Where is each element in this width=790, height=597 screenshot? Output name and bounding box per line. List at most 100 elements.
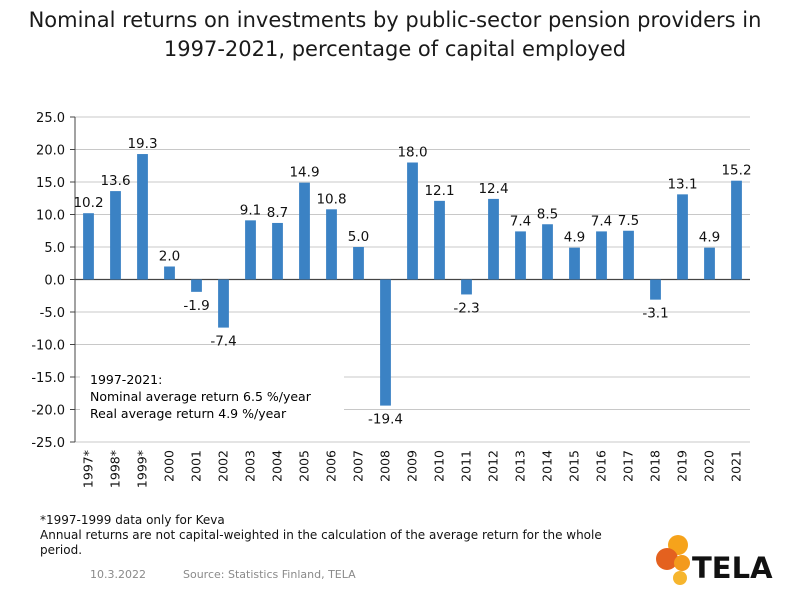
bar xyxy=(137,154,148,280)
data-label: 7.5 xyxy=(618,213,639,229)
data-labels: 10.2 13.6 19.3 2.0 -1.9 -7.4 9.1 8.7 14.9 10.8 5.0… xyxy=(73,136,751,428)
bar xyxy=(218,279,229,328)
x-tick-label: 2007 xyxy=(351,450,366,482)
x-tick-label: 2011 xyxy=(459,450,474,482)
bar xyxy=(407,162,418,280)
data-label: 19.3 xyxy=(127,136,157,152)
data-label: 8.7 xyxy=(267,205,288,221)
annotation-line-3: Real average return 4.9 %/year xyxy=(90,406,287,421)
data-label: 4.9 xyxy=(699,230,720,246)
x-axis-tick-labels: 1997* 1998* 1999* 2000 2001 2002 2003 2004 2005 2… xyxy=(81,450,744,488)
x-tick-label: 2003 xyxy=(243,450,258,482)
bar xyxy=(326,209,337,280)
y-tick-label: -20.0 xyxy=(31,404,65,419)
data-label: 15.2 xyxy=(721,163,751,179)
bar xyxy=(299,182,310,280)
chart-title-line-1: Nominal returns on investments by public… xyxy=(28,8,762,32)
bar xyxy=(488,198,499,280)
chart-title: Nominal returns on investments by public… xyxy=(0,6,790,64)
x-tick-label: 2016 xyxy=(594,450,609,482)
data-label: 4.9 xyxy=(564,230,585,246)
y-tick-label: -15.0 xyxy=(31,371,65,386)
x-tick-label: 2001 xyxy=(189,450,204,482)
bar xyxy=(596,231,607,280)
footer-source: Source: Statistics Finland, TELA xyxy=(183,568,356,581)
footnote-3: period. xyxy=(40,543,83,557)
bar xyxy=(245,220,256,280)
data-label: 12.4 xyxy=(478,181,508,197)
data-label: 13.1 xyxy=(667,176,697,192)
bar xyxy=(731,180,742,280)
data-label: -7.4 xyxy=(210,334,236,350)
y-tick-label: -5.0 xyxy=(40,306,65,321)
data-label: -2.3 xyxy=(453,300,479,316)
bar xyxy=(650,279,661,300)
data-label: 10.8 xyxy=(316,191,346,207)
data-label: 7.4 xyxy=(591,213,612,229)
x-tick-label: 1997* xyxy=(81,450,96,488)
data-label: 8.5 xyxy=(537,206,558,222)
x-tick-label: 2004 xyxy=(270,450,285,482)
bar xyxy=(191,279,202,292)
x-tick-label: 2012 xyxy=(486,450,501,482)
footer-date: 10.3.2022 xyxy=(90,568,146,581)
y-tick-label: 25.0 xyxy=(36,111,65,126)
y-tick-label: 0.0 xyxy=(44,274,65,289)
chart-title-line-2: 1997-2021, percentage of capital employe… xyxy=(163,37,627,61)
bar xyxy=(110,191,121,280)
footnote-2: Annual returns are not capital-weighted … xyxy=(40,528,602,542)
x-tick-label: 2010 xyxy=(432,450,447,482)
x-tick-label: 2009 xyxy=(405,450,420,482)
y-tick-label: -10.0 xyxy=(31,339,65,354)
logo-text: TELA xyxy=(692,551,773,585)
bar xyxy=(434,200,445,280)
x-tick-label: 2021 xyxy=(729,450,744,482)
data-label: -19.4 xyxy=(368,412,403,428)
y-tick-label: 15.0 xyxy=(36,176,65,191)
x-tick-label: 2015 xyxy=(567,450,582,482)
bar xyxy=(83,213,94,280)
x-tick-label: 2005 xyxy=(297,450,312,482)
data-label: 9.1 xyxy=(240,202,261,218)
y-tick-label: 10.0 xyxy=(36,209,65,224)
data-label: 10.2 xyxy=(73,195,103,211)
x-tick-label: 2020 xyxy=(702,450,717,482)
logo-circle-bottom xyxy=(673,571,687,585)
data-label: 12.1 xyxy=(424,183,454,199)
x-tick-label: 1999* xyxy=(135,450,150,488)
bar xyxy=(272,222,283,280)
annotation-line-2: Nominal average return 6.5 %/year xyxy=(90,389,312,404)
data-label: 18.0 xyxy=(397,145,427,161)
data-label: 7.4 xyxy=(510,213,531,229)
x-tick-label: 2013 xyxy=(513,450,528,482)
logo-circle-mid xyxy=(674,555,690,571)
bar xyxy=(380,279,391,406)
data-label: -1.9 xyxy=(183,298,209,314)
annotation-line-1: 1997-2021: xyxy=(90,372,162,387)
annotation-background xyxy=(80,368,344,432)
bar xyxy=(542,224,553,280)
x-tick-label: 2002 xyxy=(216,450,231,482)
x-tick-label: 1998* xyxy=(108,450,123,488)
y-tick-label: 20.0 xyxy=(36,144,65,159)
average-return-annotation: 1997-2021: Nominal average return 6.5 %/… xyxy=(80,368,344,432)
x-tick-label: 2019 xyxy=(675,450,690,482)
bar xyxy=(677,194,688,280)
bar xyxy=(515,231,526,280)
x-tick-label: 2018 xyxy=(648,450,663,482)
x-tick-label: 2014 xyxy=(540,450,555,482)
y-tick-label: -25.0 xyxy=(31,436,65,451)
footnote-1: *1997-1999 data only for Keva xyxy=(40,513,225,527)
y-axis: 25.0 20.0 15.0 10.0 5.0 0.0 -5.0 -10.0 -15.0 -20.… xyxy=(31,111,76,451)
data-label: 5.0 xyxy=(348,229,369,245)
tela-logo-icon xyxy=(656,535,690,585)
bar xyxy=(704,247,715,280)
x-tick-label: 2017 xyxy=(621,450,636,482)
bar xyxy=(569,247,580,280)
data-label: 13.6 xyxy=(100,173,130,189)
y-tick-label: 5.0 xyxy=(44,241,65,256)
x-tick-label: 2008 xyxy=(378,450,393,482)
footnotes: *1997-1999 data only for Keva Annual ret… xyxy=(40,513,602,558)
logo-circle-left xyxy=(656,548,678,570)
